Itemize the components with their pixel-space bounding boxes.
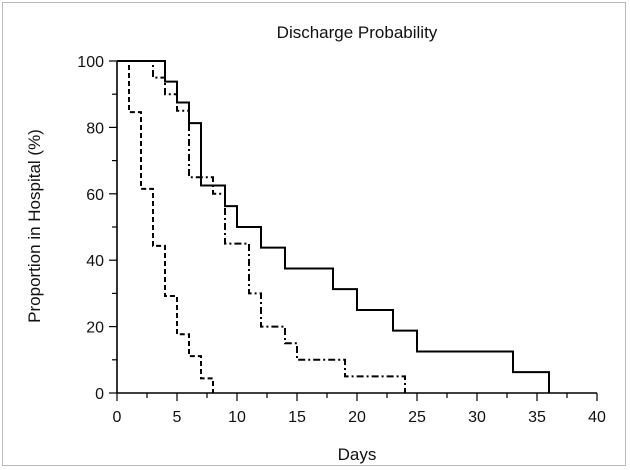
x-axis-label: Days — [338, 445, 377, 464]
x-tick-label: 30 — [468, 409, 486, 426]
y-tick-label: 100 — [77, 54, 104, 71]
y-tick-label: 60 — [86, 187, 104, 204]
y-tick-label: 80 — [86, 120, 104, 137]
x-tick-label: 20 — [348, 409, 366, 426]
chart-frame — [2, 2, 626, 466]
y-tick-label: 20 — [86, 320, 104, 337]
series-dashed-line — [117, 60, 214, 393]
chart-title: Discharge Probability — [277, 23, 438, 42]
y-tick-label: 40 — [86, 253, 104, 270]
x-tick-label: 10 — [228, 409, 246, 426]
y-axis-label: Proportion in Hospital (%) — [25, 129, 44, 323]
series-dash-dot-line — [117, 60, 406, 393]
x-tick-label: 5 — [173, 409, 182, 426]
x-tick-label: 0 — [113, 409, 122, 426]
x-tick-label: 40 — [588, 409, 606, 426]
series-solid-line — [117, 60, 550, 393]
x-tick-label: 25 — [408, 409, 426, 426]
x-tick-label: 35 — [528, 409, 546, 426]
y-tick-label: 0 — [95, 386, 104, 403]
axes: 0 5 10 15 20 25 30 35 40 0 20 40 60 80 100 — [77, 54, 606, 426]
x-tick-label: 15 — [288, 409, 306, 426]
series-group — [117, 60, 550, 393]
